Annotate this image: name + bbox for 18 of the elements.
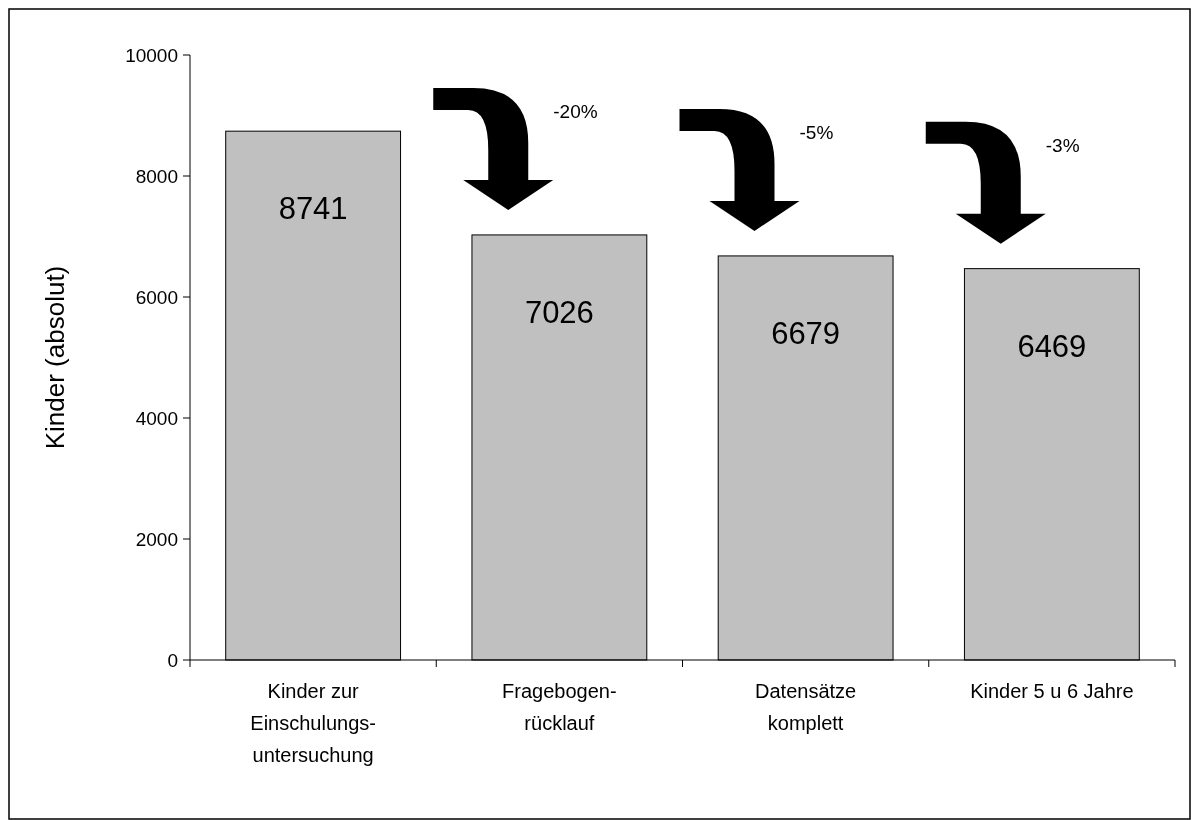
data-label: 7026 (524, 294, 594, 330)
y-tick-label: 0 (167, 649, 178, 671)
y-tick-label: 6000 (135, 286, 178, 308)
annotation: -3% (1045, 134, 1080, 156)
x-tick-label: Kinder zur Einschulungs- untersuchung (250, 680, 376, 766)
data-label: 6679 (771, 315, 841, 351)
data-label: 8741 (278, 191, 348, 227)
x-tick-label: Fragebogen- rücklauf (502, 680, 617, 734)
annotation: -20% (553, 100, 598, 122)
y-tick-label: 8000 (135, 165, 178, 187)
y-axis-title: Kinder (absolut) (40, 265, 70, 450)
x-tick-label: Datensätze komplett (755, 680, 857, 734)
y-tick-label: 10000 (125, 44, 178, 66)
annotation: -5% (799, 121, 834, 143)
x-tick-label: Kinder 5 u 6 Jahre (970, 680, 1134, 702)
data-label: 6469 (1017, 328, 1087, 364)
y-tick-label: 2000 (135, 528, 178, 550)
y-tick-label: 4000 (135, 407, 178, 429)
